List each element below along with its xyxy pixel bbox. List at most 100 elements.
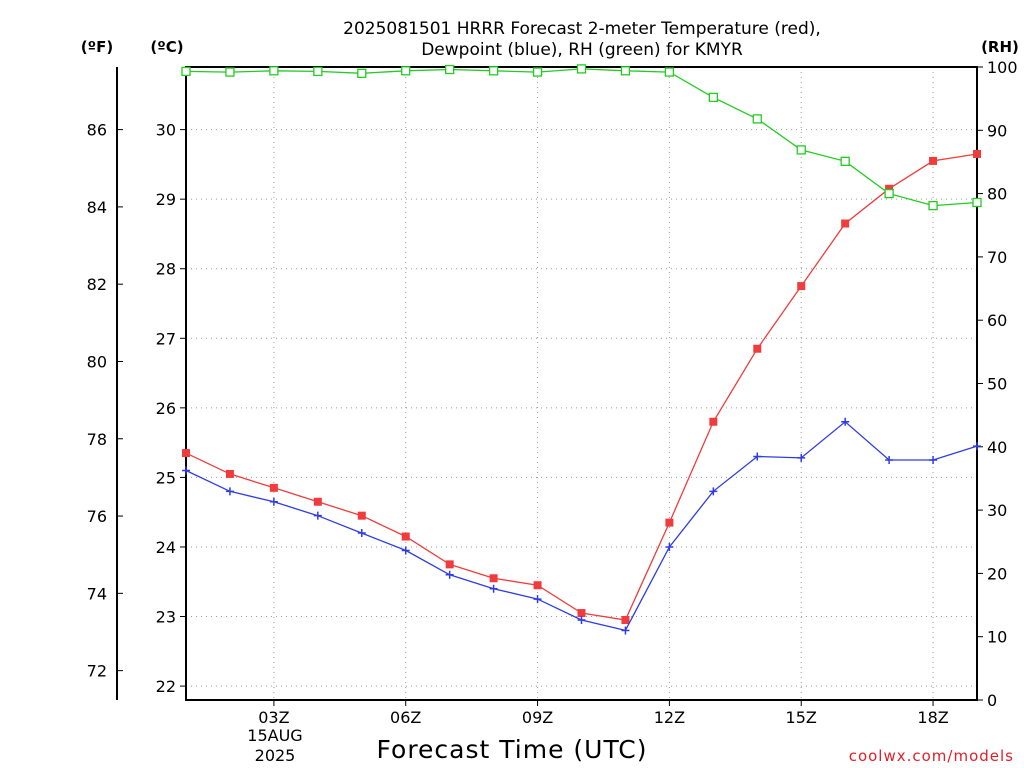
temperature-point (269, 483, 278, 492)
rh-point (488, 66, 499, 76)
temperature-point (797, 282, 806, 291)
fahrenheit-tick-label: 82 (87, 275, 107, 294)
temperature-line (185, 153, 978, 621)
rh-tick-label: 10 (987, 628, 1007, 647)
temperature-point (313, 497, 322, 506)
temperature-point (225, 469, 234, 478)
fahrenheit-tick-label: 74 (87, 584, 107, 603)
dewpoint-point (533, 595, 542, 604)
rh-point (357, 68, 367, 78)
temperature-point (445, 560, 454, 569)
dewpoint-point (313, 511, 322, 520)
date-label-line1: 15AUG (247, 726, 302, 745)
rh-point (532, 67, 543, 77)
grid (186, 67, 977, 700)
dewpoint-point (841, 417, 850, 426)
fahrenheit-tick-label: 72 (87, 662, 107, 681)
dewpoint-point (753, 452, 762, 461)
celsius-tick-label: 24 (156, 538, 176, 557)
temperature-point (577, 609, 586, 618)
celsius-tick-label: 26 (156, 399, 176, 418)
rh-point (928, 200, 938, 211)
dewpoint-point (182, 466, 190, 475)
temperature-point (841, 219, 850, 228)
rh-tick-label: 30 (987, 501, 1007, 520)
temperature-point (621, 616, 630, 625)
rh-point (269, 66, 279, 76)
rh-point (401, 66, 411, 76)
series-layer (181, 64, 982, 635)
rh-point (225, 67, 235, 77)
rh-point (664, 67, 675, 77)
dewpoint-point (665, 542, 674, 551)
rh-unit-label: (RH) (981, 38, 1019, 56)
x-tick-label: 18Z (917, 708, 948, 727)
x-tick-label: 12Z (654, 708, 685, 727)
x-tick-label: 03Z (258, 708, 289, 727)
rh-tick-label: 0 (987, 691, 997, 710)
rh-tick-label: 80 (987, 185, 1007, 204)
rh-point (181, 66, 191, 77)
dewpoint-point (621, 626, 630, 635)
rh-point (752, 114, 762, 124)
rh-line (185, 68, 978, 207)
chart-title-line1: 2025081501 HRRR Forecast 2-meter Tempera… (343, 19, 821, 39)
x-tick-label: 06Z (390, 708, 421, 727)
dewpoint-point (577, 616, 586, 625)
dewpoint-point (973, 442, 981, 451)
celsius-tick-label: 29 (156, 190, 176, 209)
celsius-unit-label: (ºC) (150, 38, 183, 56)
temperature-point (929, 156, 938, 165)
rh-point (840, 156, 850, 166)
dewpoint-point (445, 570, 454, 579)
rh-point (445, 64, 455, 75)
temperature-point (533, 581, 542, 590)
rh-point (884, 188, 894, 199)
celsius-tick-label: 22 (156, 677, 176, 696)
fahrenheit-tick-label: 76 (87, 507, 107, 526)
x-tick-label: 15Z (786, 708, 817, 727)
x-tick-label: 09Z (522, 708, 553, 727)
rh-point (796, 145, 806, 155)
celsius-tick-label: 25 (156, 468, 176, 487)
x-axis-title: Forecast Time (UTC) (377, 735, 648, 764)
dewpoint-point (489, 584, 498, 593)
rh-tick-label: 40 (987, 438, 1007, 457)
rh-point (620, 66, 631, 76)
temperature-point (489, 574, 498, 583)
temperature-point (182, 449, 190, 458)
celsius-tick-label: 27 (156, 329, 176, 348)
dewpoint-point (709, 487, 718, 496)
tick-labels: 22 23 24 25 26 27 28 29 30 72 74 76 78 80 82 84 86 0 10 20 3… (87, 58, 1018, 727)
fahrenheit-unit-label: (ºF) (81, 38, 113, 56)
rh-tick-label: 100 (987, 58, 1018, 77)
dewpoint-point (269, 497, 278, 506)
celsius-tick-label: 30 (156, 121, 176, 140)
temperature-point (357, 511, 366, 520)
axes (116, 66, 983, 706)
fahrenheit-tick-label: 80 (87, 352, 107, 371)
dewpoint-point (929, 456, 938, 465)
rh-tick-label: 70 (987, 248, 1007, 267)
rh-tick-label: 90 (987, 121, 1007, 140)
rh-point (576, 64, 587, 74)
rh-tick-label: 20 (987, 564, 1007, 583)
rh-point (708, 92, 718, 103)
temperature-point (401, 532, 410, 541)
dewpoint-point (357, 529, 366, 538)
dewpoint-point (797, 453, 806, 462)
temperature-point (753, 344, 762, 353)
celsius-tick-label: 23 (156, 608, 176, 627)
temperature-point (709, 417, 718, 426)
dewpoint-point (401, 546, 410, 555)
rh-point (313, 66, 323, 77)
date-label-line2: 2025 (255, 746, 296, 765)
fahrenheit-tick-label: 78 (87, 430, 107, 449)
chart-title-line2: Dewpoint (blue), RH (green) for KMYR (421, 40, 743, 60)
source-credit: coolwx.com/models (849, 747, 1014, 765)
temperature-point (973, 149, 981, 158)
rh-tick-label: 50 (987, 375, 1007, 394)
dewpoint-point (885, 456, 894, 465)
